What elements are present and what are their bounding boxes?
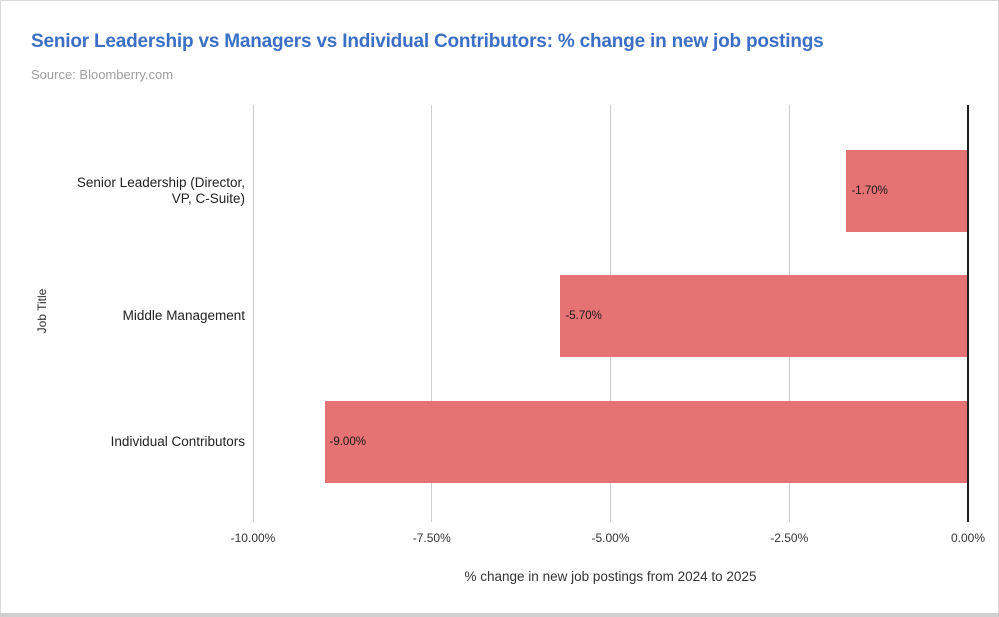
y-category-label: Middle Management (122, 307, 245, 323)
y-category-label: Senior Leadership (Director, VP, C-Suite… (76, 174, 245, 206)
gridline (252, 105, 254, 522)
x-tick-label: -7.50% (412, 531, 451, 545)
y-category-label: Individual Contributors (110, 433, 245, 449)
x-tick-label: -10.00% (230, 531, 276, 545)
x-tick-label: 0.00% (950, 531, 986, 545)
bar-middle-management (560, 275, 968, 357)
bottom-edge-divider (0, 613, 999, 617)
bar-value-label: -9.00% (329, 436, 366, 448)
chart-source: Source: Bloomberry.com (31, 67, 174, 82)
x-tick-label: -2.50% (770, 531, 809, 545)
bar-individual-contributors (324, 401, 968, 483)
bar-value-label: -1.70% (851, 185, 888, 197)
bar-senior-leadership-director-vp-c-suite (846, 150, 968, 232)
chart-title: Senior Leadership vs Managers vs Individ… (31, 31, 824, 52)
gridline (431, 105, 433, 522)
zero-axis-line (967, 105, 969, 522)
bar-value-label: -5.70% (565, 310, 602, 322)
x-axis-title: % change in new job postings from 2024 t… (464, 569, 757, 584)
x-tick-label: -5.00% (591, 531, 630, 545)
